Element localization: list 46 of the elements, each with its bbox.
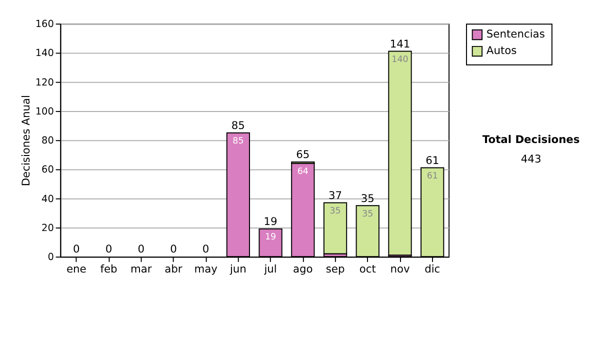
- total-label: 0: [72, 242, 80, 256]
- total-label: 85: [231, 118, 245, 132]
- total-label: 0: [202, 242, 210, 256]
- total-label: 0: [138, 242, 145, 256]
- y-tick-label: 40: [42, 194, 54, 205]
- y-tick-label: 120: [35, 77, 54, 88]
- total-label: 65: [296, 148, 310, 162]
- legend-label: Autos: [486, 44, 518, 58]
- x-tick-label: mar: [130, 262, 152, 276]
- total-label: 0: [105, 242, 112, 256]
- bar: [323, 202, 348, 254]
- data-label: 61: [426, 171, 438, 182]
- x-tick-label: abr: [164, 262, 183, 276]
- y-tick-label: 20: [42, 222, 54, 234]
- data-label: 140: [392, 54, 408, 65]
- x-tick-label: sep: [326, 262, 345, 276]
- total-label: 19: [264, 215, 278, 228]
- text: Total Decisiones: [482, 133, 580, 146]
- x-tick-label: ago: [293, 262, 313, 276]
- y-tick-label: 160: [35, 19, 54, 30]
- data-label: 35: [362, 209, 374, 220]
- x-tick-label: jun: [228, 262, 246, 276]
- total-label: 141: [390, 37, 410, 50]
- x-tick-label: ene: [66, 262, 86, 276]
- total-label: 0: [170, 242, 178, 256]
- total-label: 35: [360, 192, 374, 205]
- x-tick-label: jul: [263, 262, 277, 276]
- y-axis-title: Decisiones Anual: [20, 95, 33, 186]
- legend-label: Sentencias: [486, 28, 546, 41]
- y-tick-label: 100: [35, 106, 54, 118]
- y-tick-label: 140: [35, 48, 54, 60]
- text: 443: [520, 152, 542, 166]
- y-tick-label: 80: [42, 136, 54, 147]
- x-tick-label: dic: [424, 262, 440, 276]
- total-label: 37: [328, 188, 342, 202]
- y-tick-label: 0: [48, 252, 54, 264]
- y-tick-label: 60: [42, 164, 54, 176]
- x-tick-label: feb: [100, 262, 118, 276]
- x-tick-label: may: [194, 262, 218, 276]
- data-label: 85: [232, 136, 244, 147]
- data-label: 64: [297, 167, 309, 178]
- x-tick-label: nov: [390, 262, 410, 276]
- data-label: 19: [264, 232, 276, 243]
- total-label: 61: [426, 154, 440, 167]
- data-label: 35: [330, 206, 341, 216]
- x-tick-label: oct: [359, 262, 376, 276]
